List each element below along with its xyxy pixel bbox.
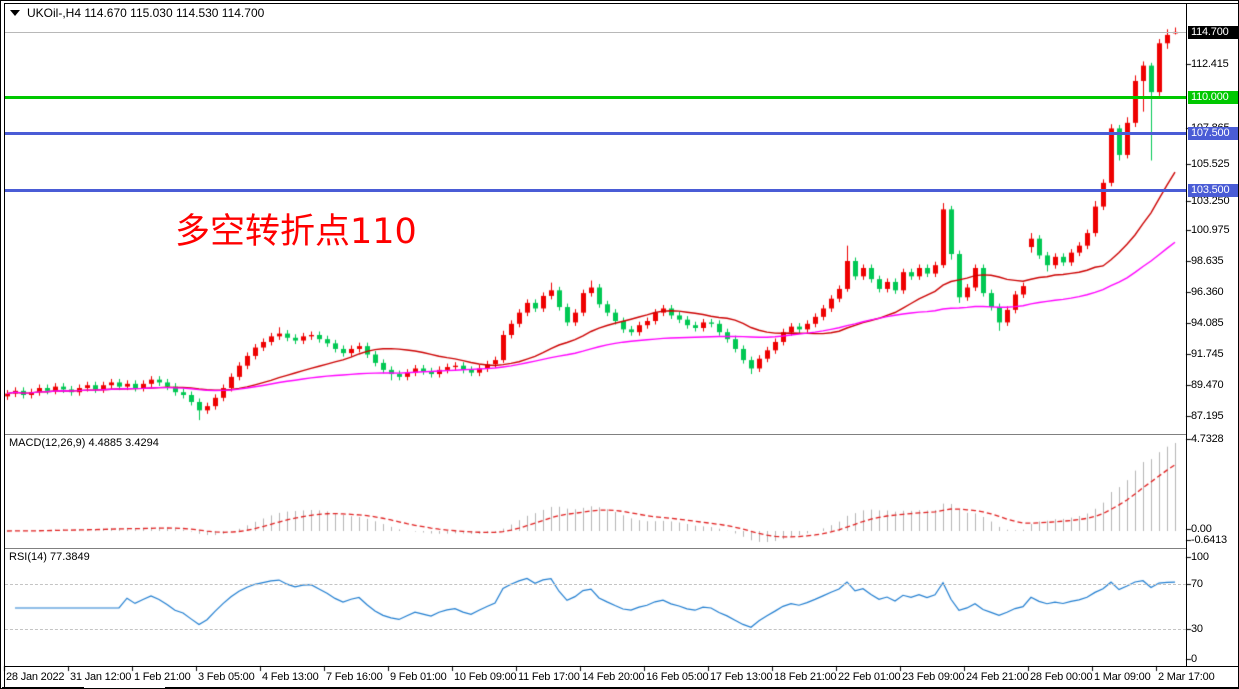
rsi-axis-label: 30	[1191, 623, 1203, 635]
rsi-axis-label: 70	[1191, 578, 1203, 590]
time-axis-label: 28 Feb 00:00	[1030, 671, 1093, 683]
rsi-level-30-line	[5, 629, 1186, 630]
time-axis-label: 31 Jan 12:00	[70, 671, 132, 683]
hline-price-tag: 110.000	[1188, 91, 1238, 104]
h-scrollbar[interactable]	[2, 687, 1238, 688]
time-axis-label: 3 Feb 05:00	[198, 671, 255, 683]
macd-panel[interactable]	[5, 435, 1186, 548]
time-axis-label: 16 Feb 05:00	[646, 671, 709, 683]
price-axis-label: 105.525	[1191, 158, 1230, 170]
rsi-indicator-label: RSI(14) 77.3849	[9, 551, 90, 563]
top-frame-line	[4, 3, 1238, 4]
current-price-line	[5, 32, 1186, 33]
macd-axis-label: 0.00	[1191, 523, 1212, 535]
time-axis-separator	[5, 666, 1238, 667]
rsi-panel[interactable]	[5, 549, 1186, 666]
price-axis-label: 100.975	[1191, 224, 1230, 236]
chart-dropdown-arrow-icon[interactable]	[10, 10, 20, 16]
price-scale-divider	[1186, 3, 1187, 667]
rsi-level-70-line	[5, 584, 1186, 585]
h-scrollbar-thumb[interactable]	[84, 685, 164, 688]
price-axis-label: 103.250	[1191, 195, 1230, 207]
time-axis[interactable]: 28 Jan 2022 31 Jan 12:00 1 Feb 21:00 3 Feb …	[1, 667, 1238, 685]
resistance-line-110000[interactable]	[5, 96, 1186, 99]
macd-panel-separator[interactable]	[5, 434, 1186, 435]
rsi-axis-label: 100	[1191, 551, 1209, 563]
chart-title: UKOil-,H4 114.670 115.030 114.530 114.70…	[27, 6, 265, 20]
time-axis-label: 11 Feb 17:00	[518, 671, 580, 683]
price-axis-label: 96.360	[1191, 286, 1224, 298]
time-axis-label: 1 Feb 21:00	[134, 671, 191, 683]
macd-axis-label: -0.6413	[1191, 534, 1227, 546]
time-axis-label: 1 Mar 09:00	[1094, 671, 1151, 683]
annotation-text[interactable]: 多空转折点110	[175, 212, 417, 252]
hline-price-tag: 107.500	[1188, 127, 1238, 140]
support-line-107500[interactable]	[5, 132, 1186, 135]
time-axis-label: 7 Feb 16:00	[326, 671, 383, 683]
time-axis-label: 2 Mar 17:00	[1158, 671, 1215, 683]
time-axis-label: 17 Feb 13:00	[710, 671, 773, 683]
support-line-103500[interactable]	[5, 189, 1186, 192]
left-frame-line	[4, 3, 5, 688]
price-axis-label: 112.415	[1191, 58, 1229, 70]
time-axis-label: 18 Feb 21:00	[774, 671, 837, 683]
current-price-tag: 114.700	[1188, 26, 1238, 39]
macd-axis-label: 4.7328	[1191, 433, 1224, 445]
macd-indicator-label: MACD(12,26,9) 4.4885 3.4294	[9, 437, 159, 449]
price-axis-label: 94.085	[1191, 317, 1224, 329]
time-axis-label: 4 Feb 13:00	[262, 671, 319, 683]
chart-title-bar: UKOil-,H4 114.670 115.030 114.530 114.70…	[10, 6, 264, 20]
rsi-panel-separator[interactable]	[5, 548, 1186, 549]
time-axis-label: 10 Feb 09:00	[454, 671, 517, 683]
time-axis-label: 28 Jan 2022	[6, 671, 65, 683]
price-axis-label: 89.470	[1191, 379, 1224, 391]
time-axis-label: 24 Feb 21:00	[966, 671, 1029, 683]
time-axis-label: 22 Feb 01:00	[838, 671, 901, 683]
price-axis-label: 87.195	[1191, 410, 1224, 422]
rsi-axis-label: 0	[1191, 653, 1197, 665]
price-axis-label: 98.635	[1191, 255, 1224, 267]
time-axis-label: 9 Feb 01:00	[390, 671, 447, 683]
time-axis-label: 14 Feb 20:00	[582, 671, 645, 683]
price-axis-label: 91.745	[1191, 348, 1224, 360]
main-price-panel[interactable]	[5, 21, 1186, 434]
hline-price-tag: 103.500	[1188, 184, 1238, 197]
time-axis-label: 23 Feb 09:00	[902, 671, 965, 683]
